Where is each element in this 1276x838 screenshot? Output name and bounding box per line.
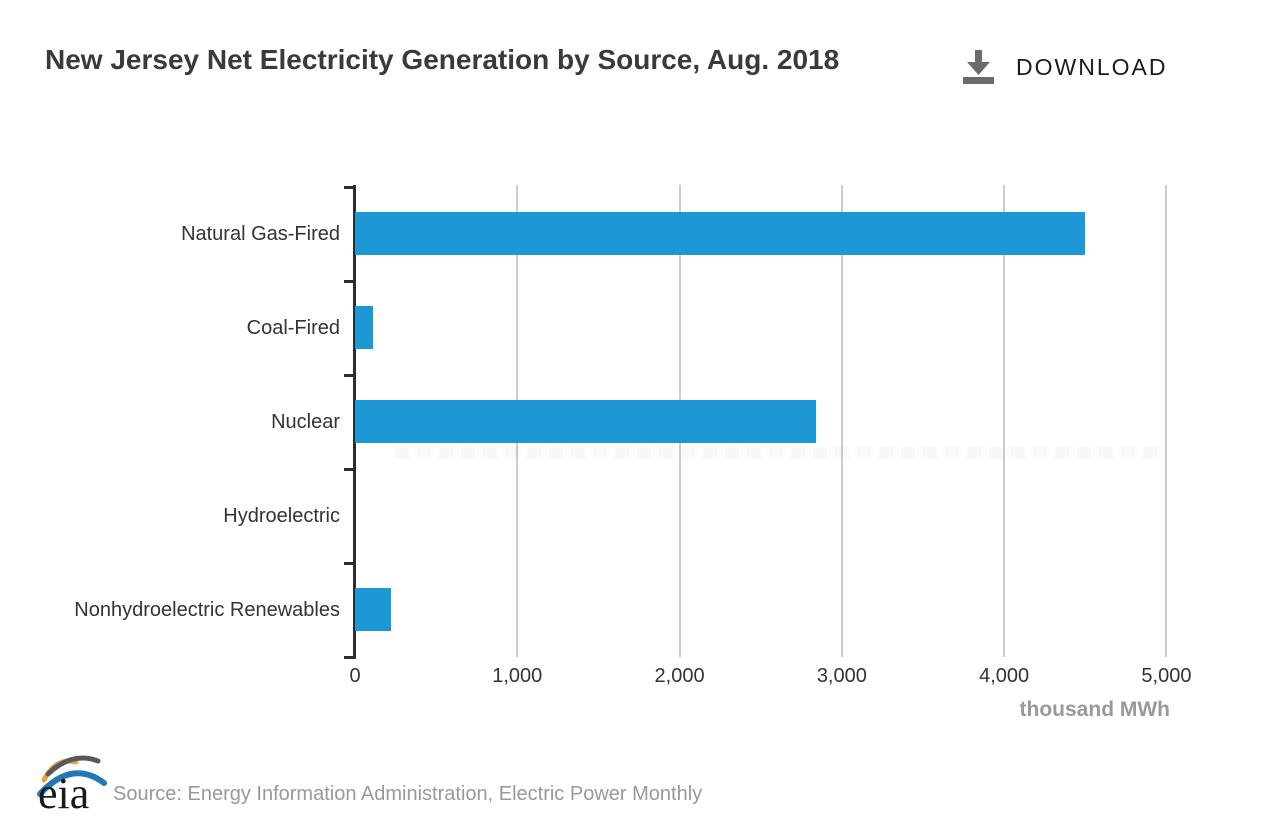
bar-coal-fired[interactable] xyxy=(355,305,373,349)
category-label-coal-fired: Coal-Fired xyxy=(246,317,340,339)
y-axis-tick xyxy=(344,467,354,471)
y-axis-tick xyxy=(344,655,354,659)
x-tick-label: 3,000 xyxy=(816,665,867,687)
y-axis-line xyxy=(353,185,356,659)
category-label-natural-gas-fired: Natural Gas-Fired xyxy=(181,223,340,245)
x-tick-label: 5,000 xyxy=(1141,665,1192,687)
x-axis-unit-label: thousand MWh xyxy=(1019,698,1170,721)
category-label-hydroelectric: Hydroelectric xyxy=(223,505,340,527)
x-tick-label: 1,000 xyxy=(492,665,543,687)
y-axis-tick xyxy=(344,185,354,189)
gridline-3000 xyxy=(840,185,843,657)
bar-nonhydroelectric-renewables[interactable] xyxy=(355,587,391,631)
bar-nuclear[interactable] xyxy=(355,399,816,443)
gridline-4000 xyxy=(1003,185,1006,657)
download-button[interactable]: DOWNLOAD xyxy=(963,50,1167,84)
eia-logo[interactable]: eia xyxy=(34,750,110,821)
y-axis-tick xyxy=(344,279,354,283)
x-tick-label: 2,000 xyxy=(654,665,705,687)
gridline-5000 xyxy=(1165,185,1168,657)
plot-area xyxy=(344,185,1207,659)
x-tick-label: 4,000 xyxy=(979,665,1030,687)
y-axis-tick xyxy=(344,561,354,565)
x-tick-label: 0 xyxy=(349,665,361,687)
source-attribution: Source: Energy Information Administratio… xyxy=(113,783,703,805)
y-axis-tick xyxy=(344,373,354,377)
download-icon xyxy=(963,50,994,84)
eia-logo-text: eia xyxy=(38,769,89,816)
category-label-nonhydroelectric-renewables: Nonhydroelectric Renewables xyxy=(74,599,340,621)
category-label-nuclear: Nuclear xyxy=(271,411,340,433)
bar-natural-gas-fired[interactable] xyxy=(355,211,1086,255)
download-button-label: DOWNLOAD xyxy=(1016,53,1168,80)
page-title: New Jersey Net Electricity Generation by… xyxy=(45,44,840,75)
